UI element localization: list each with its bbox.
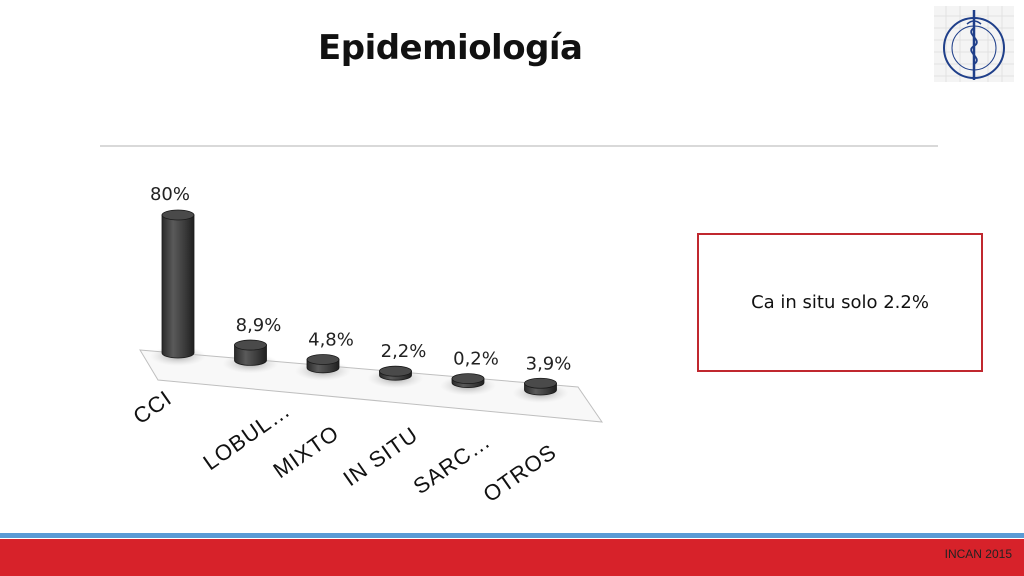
slide-title: Epidemiología	[318, 28, 583, 68]
bar-1	[222, 339, 279, 374]
title-divider	[100, 145, 938, 147]
footer-band	[0, 539, 1024, 576]
data-label: 2,2%	[381, 341, 427, 362]
bar-4	[440, 373, 496, 396]
callout-text: Ca in situ solo 2.2%	[751, 292, 929, 313]
data-label: 3,9%	[526, 353, 572, 374]
callout-box: Ca in situ solo 2.2%	[697, 233, 983, 372]
data-label: 4,8%	[308, 330, 354, 351]
data-label: 0,2%	[453, 349, 499, 370]
bar-3	[367, 365, 424, 389]
data-label: 80%	[150, 184, 190, 205]
category-label: MIXTO	[269, 420, 344, 483]
bar-0	[150, 209, 206, 366]
data-label: 8,9%	[236, 315, 282, 336]
footer-label: INCAN 2015	[944, 547, 1012, 561]
bar-5	[512, 377, 569, 403]
footer-accent-line	[0, 533, 1024, 538]
category-label: CCI	[129, 385, 177, 429]
bar-2	[295, 354, 351, 381]
institution-seal-icon	[934, 6, 1014, 82]
